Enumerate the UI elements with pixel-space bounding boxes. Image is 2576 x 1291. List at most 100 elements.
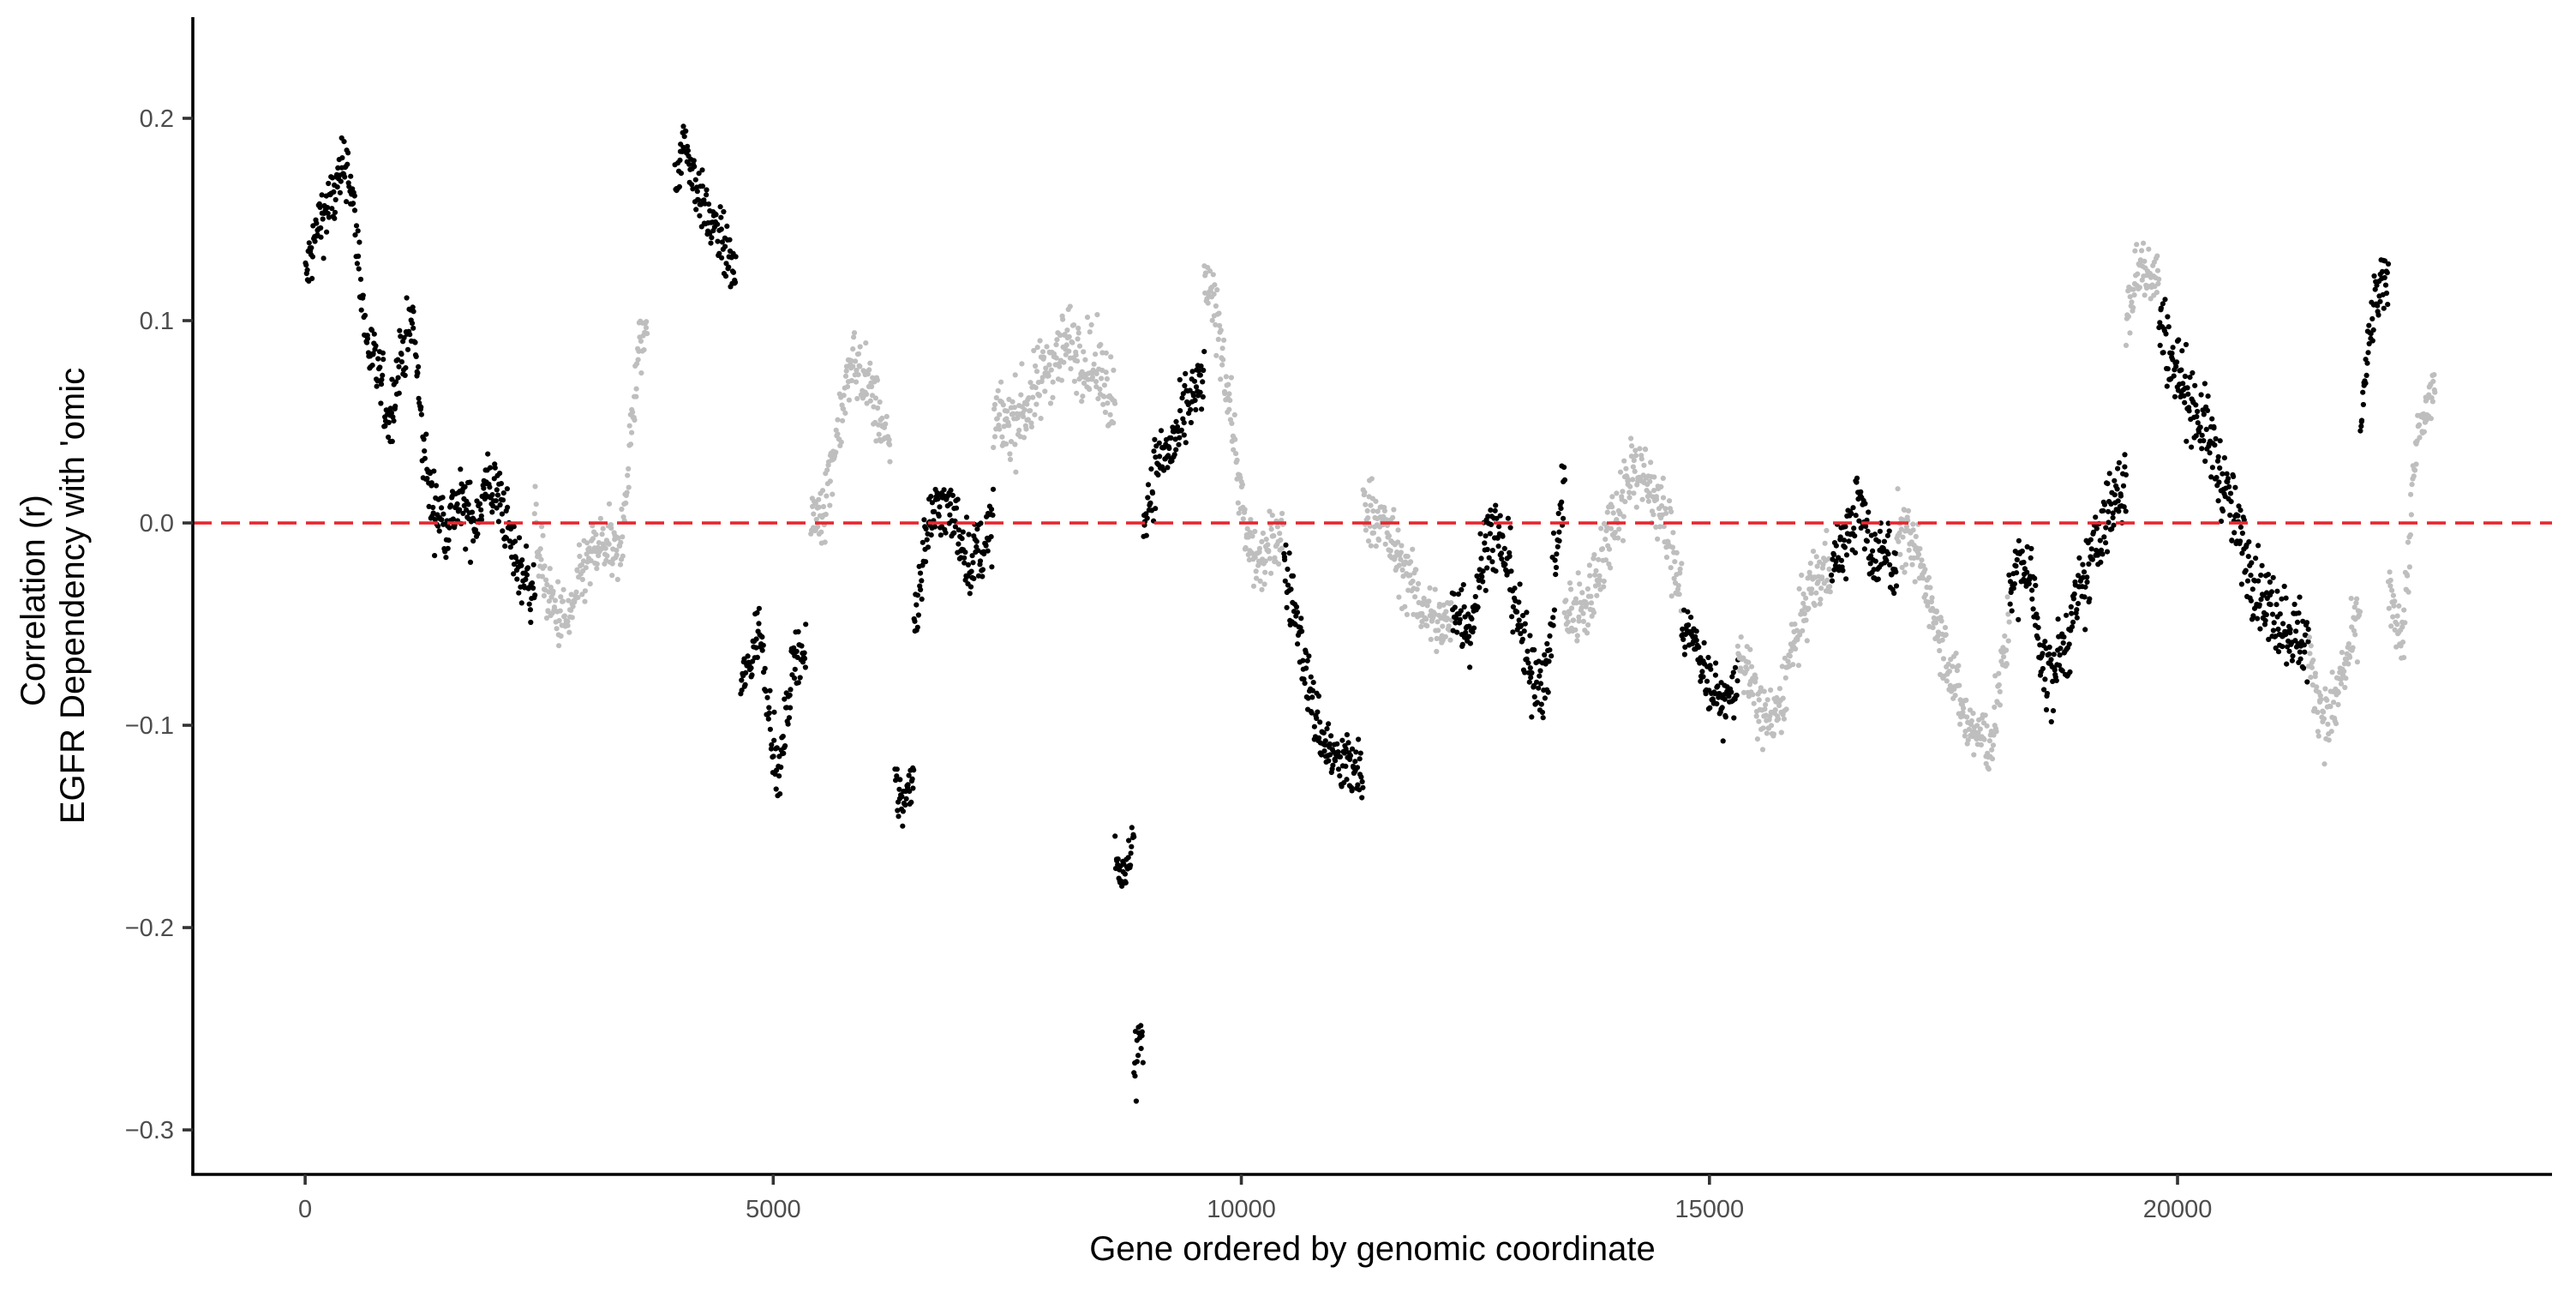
data-point xyxy=(306,240,312,246)
data-point xyxy=(2249,560,2255,566)
data-point xyxy=(2396,603,2402,609)
data-point xyxy=(844,384,851,390)
data-point xyxy=(1168,435,1174,441)
data-point xyxy=(2321,716,2327,722)
data-point xyxy=(1851,525,1857,531)
data-point xyxy=(993,394,999,401)
data-point xyxy=(2277,611,2283,617)
data-point xyxy=(981,551,987,557)
data-point xyxy=(629,429,635,435)
data-point xyxy=(1027,380,1033,386)
data-point xyxy=(481,485,487,491)
data-point xyxy=(1373,543,1379,549)
data-point xyxy=(840,417,846,423)
data-point xyxy=(1393,554,1399,560)
data-point xyxy=(1290,573,1297,579)
data-point xyxy=(1268,526,1274,532)
data-point xyxy=(532,483,538,489)
data-point xyxy=(2154,267,2161,273)
data-point xyxy=(495,519,502,525)
data-point xyxy=(428,480,434,486)
data-point xyxy=(853,358,859,364)
data-point xyxy=(1645,498,1651,504)
data-point xyxy=(2130,304,2136,310)
data-point xyxy=(1309,710,1315,716)
data-point xyxy=(899,794,905,800)
data-point xyxy=(696,171,702,177)
data-point xyxy=(378,381,385,387)
data-point xyxy=(2127,330,2133,336)
data-point xyxy=(1402,603,1408,609)
data-point xyxy=(1093,379,1099,385)
data-point xyxy=(335,165,341,171)
data-point xyxy=(1492,507,1498,513)
data-point xyxy=(1144,515,1150,521)
data-point xyxy=(635,357,641,363)
data-point xyxy=(500,497,506,503)
data-point xyxy=(795,628,801,635)
data-point xyxy=(1996,682,2002,688)
data-point xyxy=(2391,603,2397,609)
data-point xyxy=(1655,536,1661,542)
data-point xyxy=(1806,605,1812,611)
data-point xyxy=(1688,615,1694,621)
data-point xyxy=(1215,336,1221,342)
data-point xyxy=(937,504,943,510)
data-point xyxy=(771,737,777,743)
data-point xyxy=(1201,367,1207,374)
series-segment xyxy=(738,605,809,799)
data-point xyxy=(2115,498,2121,504)
data-point xyxy=(1827,589,1833,595)
data-point xyxy=(1181,432,1187,438)
data-point xyxy=(1410,578,1416,585)
data-point xyxy=(2363,381,2369,387)
data-point xyxy=(2014,570,2020,576)
data-point xyxy=(726,264,732,270)
data-point xyxy=(1420,599,1426,605)
data-point xyxy=(991,406,997,412)
data-point xyxy=(1913,533,1919,540)
data-point xyxy=(1639,496,1645,502)
data-point xyxy=(1864,538,1870,544)
data-point xyxy=(2375,303,2381,309)
data-point xyxy=(450,516,456,522)
data-point xyxy=(1750,692,1756,698)
data-point xyxy=(985,548,991,554)
data-point xyxy=(1284,604,1290,610)
data-point xyxy=(1041,354,1047,360)
data-point xyxy=(1370,530,1377,536)
data-point xyxy=(2080,574,2086,580)
data-point xyxy=(1129,825,1135,831)
data-point xyxy=(1286,550,1292,556)
data-point xyxy=(2125,314,2131,320)
data-point xyxy=(364,339,370,345)
data-point xyxy=(1668,565,1674,571)
data-point xyxy=(2360,401,2366,408)
data-point xyxy=(739,688,745,694)
data-point xyxy=(494,505,500,511)
data-point xyxy=(1812,602,1818,609)
data-point xyxy=(402,372,408,378)
data-point xyxy=(1075,330,1081,336)
data-point xyxy=(2302,649,2308,655)
data-point xyxy=(1231,411,1237,417)
data-point xyxy=(1584,601,1590,607)
data-point xyxy=(1487,531,1493,537)
data-point xyxy=(532,592,538,598)
data-point xyxy=(2291,601,2297,608)
data-point xyxy=(1824,577,1830,584)
data-point xyxy=(2258,572,2264,579)
data-point xyxy=(1498,550,1505,556)
data-point xyxy=(1919,557,1925,563)
data-point xyxy=(1404,611,1410,618)
data-point xyxy=(1764,730,1770,736)
data-point xyxy=(2157,320,2163,326)
data-point xyxy=(1349,746,1356,752)
data-point xyxy=(1190,393,1196,399)
data-point xyxy=(1158,428,1165,434)
data-point xyxy=(1192,397,1198,404)
data-point xyxy=(2014,556,2020,563)
data-point xyxy=(2371,273,2377,279)
data-point xyxy=(1459,586,1465,593)
data-point xyxy=(556,643,562,649)
